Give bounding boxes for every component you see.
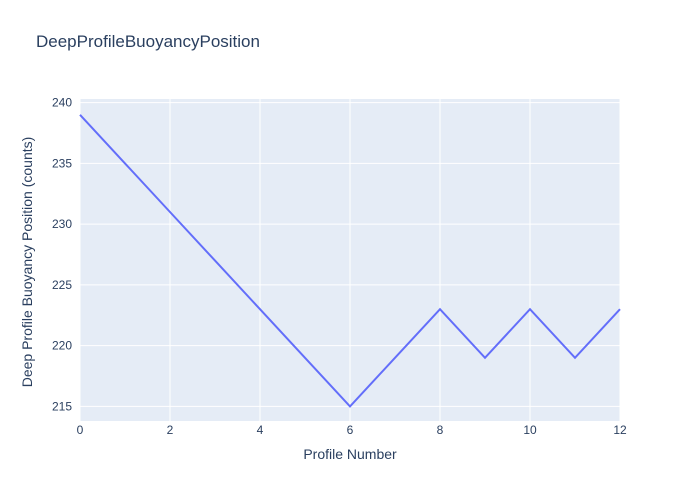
x-tick-label: 6	[347, 423, 354, 437]
y-axis-title: Deep Profile Buoyancy Position (counts)	[19, 136, 35, 388]
y-tick-label: 235	[52, 156, 72, 170]
x-tick-label: 0	[77, 423, 84, 437]
x-tick-label: 8	[437, 423, 444, 437]
y-tick-label: 240	[52, 96, 72, 110]
x-tick-label: 4	[257, 423, 264, 437]
y-tick-label: 230	[52, 217, 72, 231]
y-tick-label: 220	[52, 339, 72, 353]
y-tick-label: 215	[52, 399, 72, 413]
x-tick-label: 10	[523, 423, 537, 437]
x-tick-label: 2	[167, 423, 174, 437]
x-axis-title: Profile Number	[303, 446, 397, 462]
x-tick-label: 12	[613, 423, 627, 437]
y-tick-label: 225	[52, 278, 72, 292]
data-line	[79, 114, 621, 408]
chart-title: DeepProfileBuoyancyPosition	[36, 32, 260, 51]
